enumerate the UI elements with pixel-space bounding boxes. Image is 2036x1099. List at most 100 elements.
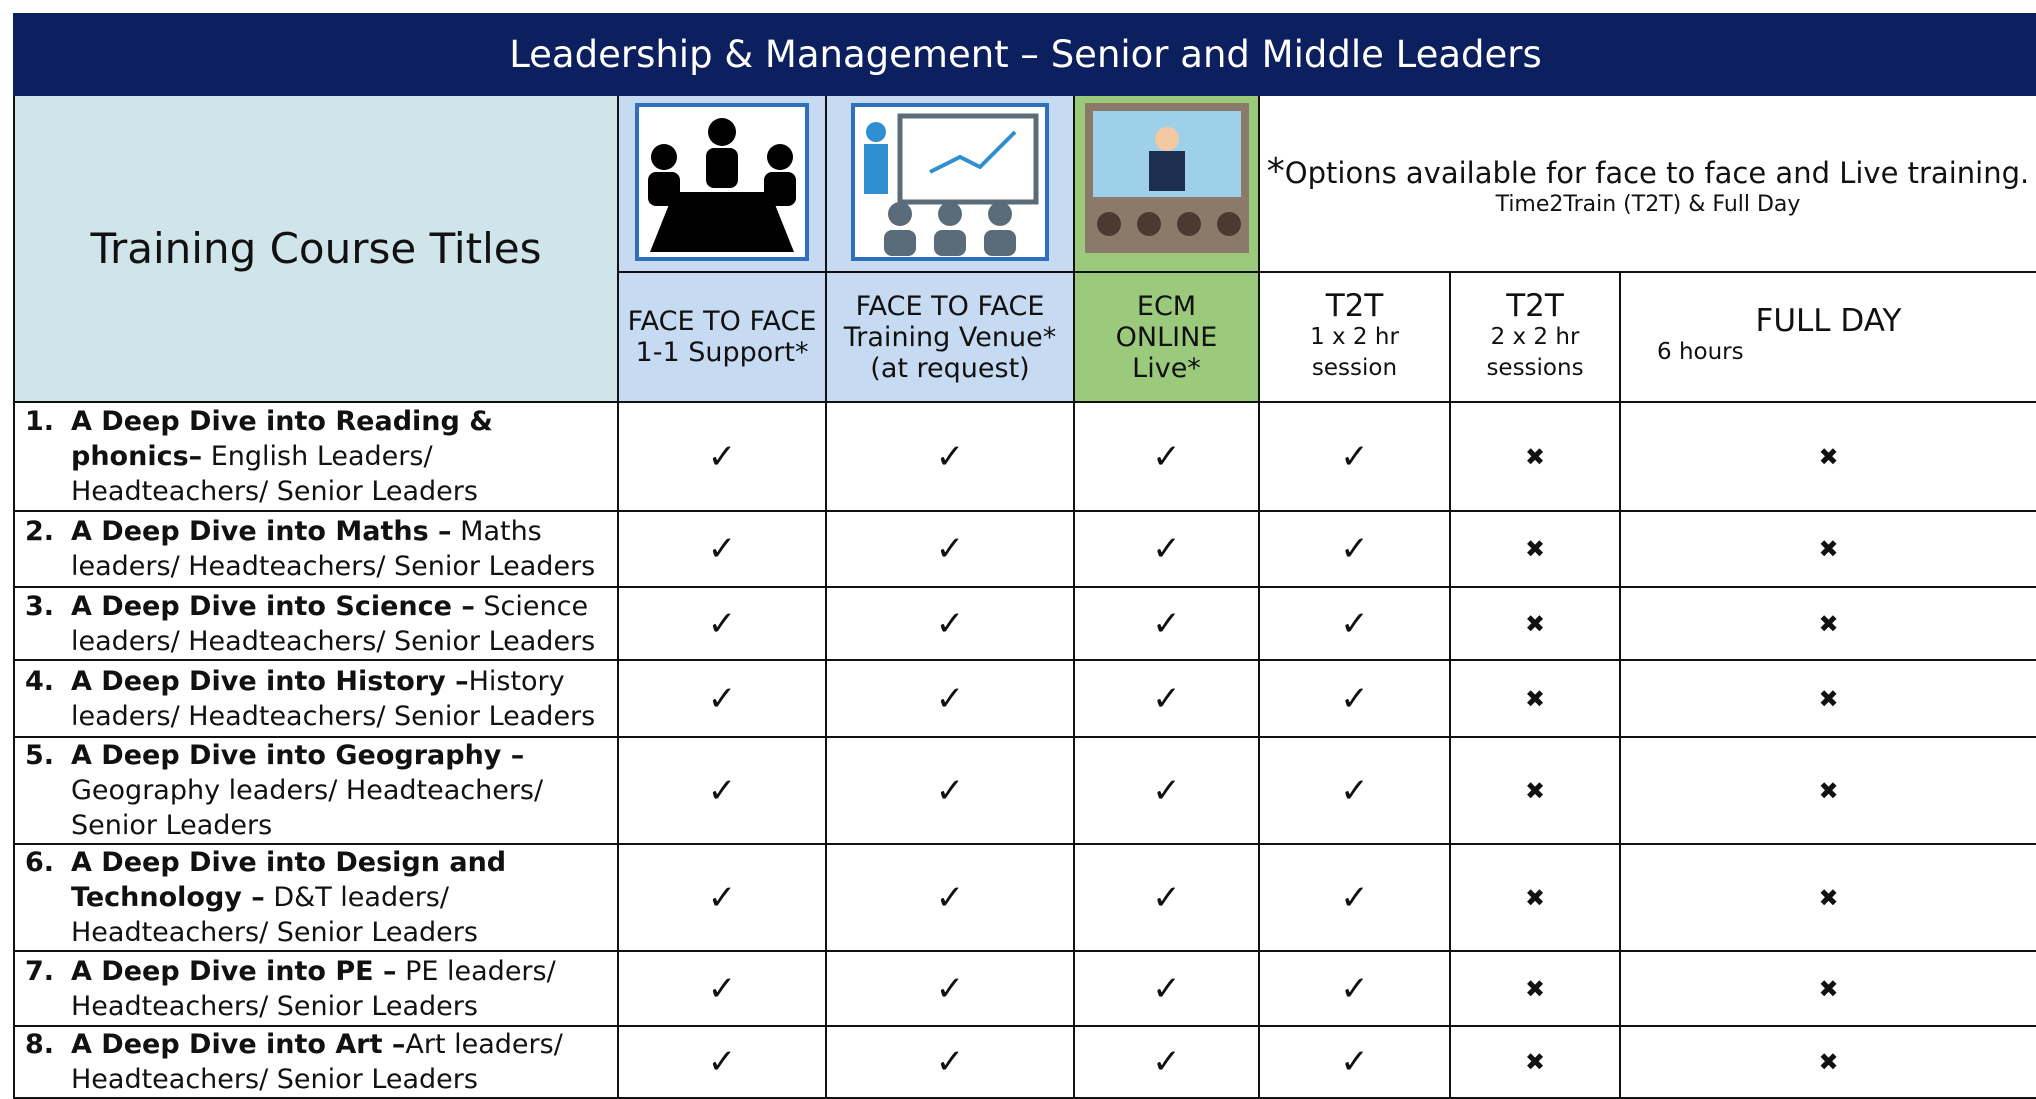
header-row: FACE TO FACE 1-1 Support* FACE TO FACE Trai… <box>14 271 2036 403</box>
course-cell: 6. A Deep Dive into Design and Technology… <box>13 843 619 952</box>
header-line: (at request) <box>870 352 1030 384</box>
availability-mark: ✓ <box>825 736 1075 845</box>
availability-mark: ✓ <box>617 510 827 588</box>
availability-mark: ✓ <box>617 659 827 738</box>
availability-mark: ✖ <box>1449 736 1621 845</box>
availability-mark: ✓ <box>1073 1025 1260 1099</box>
icon-cell <box>1073 94 1260 273</box>
availability-mark: ✖ <box>1619 950 2036 1027</box>
course: 5. A Deep Dive into Geography – Geography… <box>16 739 616 842</box>
availability-mark: ✓ <box>825 510 1075 588</box>
availability-mark: ✖ <box>1449 1025 1621 1099</box>
availability-mark: ✓ <box>1258 401 1451 512</box>
course-text: A Deep Dive into Reading & phonics– Engl… <box>71 404 611 509</box>
column-header: FACE TO FACE Training Venue* (at request) <box>825 271 1075 403</box>
course-text: A Deep Dive into Science – Science leade… <box>71 589 611 658</box>
course-text: A Deep Dive into Geography – Geography l… <box>71 739 611 842</box>
course-row: 5. A Deep Dive into Geography – Geography… <box>13 736 2036 845</box>
course-number: 6. <box>25 847 55 878</box>
course-number: 7. <box>25 955 55 987</box>
column-header: T2T 2 x 2 hr sessions <box>1449 271 1621 403</box>
course-audience: Geography leaders/ Headteachers/ Senior … <box>71 775 544 841</box>
header-line: sessions <box>1486 354 1584 381</box>
availability-mark: ✓ <box>1258 510 1451 588</box>
course-audience: Art leaders/ Headteachers/ Senior Leader… <box>71 1029 563 1095</box>
availability-mark: ✓ <box>825 950 1075 1027</box>
availability-mark: ✓ <box>1258 843 1451 952</box>
course-title: A Deep Dive into Science – <box>71 590 475 622</box>
availability-mark: ✖ <box>1619 586 2036 661</box>
course-cell: 2. A Deep Dive into Maths – Maths leaders… <box>13 510 619 588</box>
course-title: A Deep Dive into PE – <box>71 955 397 987</box>
course-cell: 7. A Deep Dive into PE – PE leaders/ Head… <box>13 950 619 1027</box>
course-audience: Science leaders/ Headteachers/ Senior Le… <box>71 590 596 657</box>
course-row: 8. A Deep Dive into Art –Art leaders/ Hea… <box>13 1025 2036 1099</box>
availability-mark: ✖ <box>1449 510 1621 588</box>
course-row: 2. A Deep Dive into Maths – Maths leaders… <box>13 510 2036 588</box>
course: 4. A Deep Dive into History –History lead… <box>16 664 616 734</box>
note-sub: Time2Train (T2T) & Full Day <box>1495 191 1801 217</box>
course-number: 3. <box>25 590 55 622</box>
availability-mark: ✓ <box>825 586 1075 661</box>
availability-mark: ✓ <box>1073 950 1260 1027</box>
course-number: 5. <box>25 740 55 771</box>
availability-mark: ✓ <box>825 1025 1075 1099</box>
column-header: FACE TO FACE 1-1 Support* <box>617 271 827 403</box>
course-audience: English Leaders/ Headteachers/ Senior Le… <box>71 441 478 507</box>
column-header: T2T 1 x 2 hr session <box>1258 271 1451 403</box>
course-text: A Deep Dive into Art –Art leaders/ Headt… <box>71 1028 611 1096</box>
header-line: ONLINE <box>1115 321 1218 353</box>
availability-mark: ✓ <box>1073 510 1260 588</box>
availability-mark: ✓ <box>1073 659 1260 738</box>
course-row: 7. A Deep Dive into PE – PE leaders/ Head… <box>13 950 2036 1027</box>
availability-mark: ✖ <box>1619 510 2036 588</box>
course-text: A Deep Dive into PE – PE leaders/ Headte… <box>71 954 611 1024</box>
availability-mark: ✓ <box>617 401 827 512</box>
course: 8. A Deep Dive into Art –Art leaders/ Hea… <box>16 1028 616 1096</box>
availability-mark: ✓ <box>825 843 1075 952</box>
course-cell: 3. A Deep Dive into Science – Science lea… <box>13 586 619 661</box>
course-cell: 4. A Deep Dive into History –History lead… <box>13 659 619 738</box>
availability-mark: ✖ <box>1619 659 2036 738</box>
left-title: Training Course Titles <box>13 94 619 403</box>
availability-mark: ✓ <box>1258 659 1451 738</box>
header-line: Training Venue* <box>843 321 1057 353</box>
availability-mark: ✓ <box>617 843 827 952</box>
course-audience: History leaders/ Headteachers/ Senior Le… <box>71 665 596 732</box>
availability-mark: ✖ <box>1449 659 1621 738</box>
header-line: FULL DAY <box>1755 303 1902 339</box>
course-cell: 5. A Deep Dive into Geography – Geography… <box>13 736 619 845</box>
icon-cell <box>825 94 1075 273</box>
availability-mark: ✓ <box>617 950 827 1027</box>
course-number: 4. <box>25 665 55 697</box>
header-line: 6 hours <box>1657 339 1744 365</box>
availability-mark: ✖ <box>1449 843 1621 952</box>
course-title: A Deep Dive into Reading & phonics– <box>71 406 493 472</box>
availability-mark: ✖ <box>1619 843 2036 952</box>
availability-mark: ✓ <box>1258 736 1451 845</box>
meeting-icon <box>635 102 809 261</box>
course: 2. A Deep Dive into Maths – Maths leaders… <box>16 514 616 584</box>
icon-cell <box>617 94 827 273</box>
availability-mark: ✓ <box>1258 1025 1451 1099</box>
course-row: 1. A Deep Dive into Reading & phonics– En… <box>13 401 2036 512</box>
online-icon <box>1084 103 1249 253</box>
availability-mark: ✓ <box>617 586 827 661</box>
note-cell: *Options available for face to face and … <box>1258 94 2036 273</box>
course-number: 1. <box>25 406 55 437</box>
availability-mark: ✖ <box>1449 950 1621 1027</box>
header-line: FACE TO FACE <box>627 306 817 337</box>
course-title: A Deep Dive into History – <box>71 665 469 697</box>
availability-mark: ✓ <box>1258 586 1451 661</box>
course: 3. A Deep Dive into Science – Science lea… <box>16 589 616 658</box>
course-text: A Deep Dive into Design and Technology –… <box>71 846 611 949</box>
availability-mark: ✓ <box>1073 401 1260 512</box>
course-row: 4. A Deep Dive into History –History lead… <box>13 659 2036 738</box>
course-row: 3. A Deep Dive into Science – Science lea… <box>13 586 2036 661</box>
availability-mark: ✓ <box>1073 736 1260 845</box>
header-line: ECM <box>1136 290 1197 322</box>
presentation-icon <box>851 102 1049 261</box>
course-text: A Deep Dive into Maths – Maths leaders/ … <box>71 514 611 584</box>
availability-mark: ✓ <box>617 1025 827 1099</box>
